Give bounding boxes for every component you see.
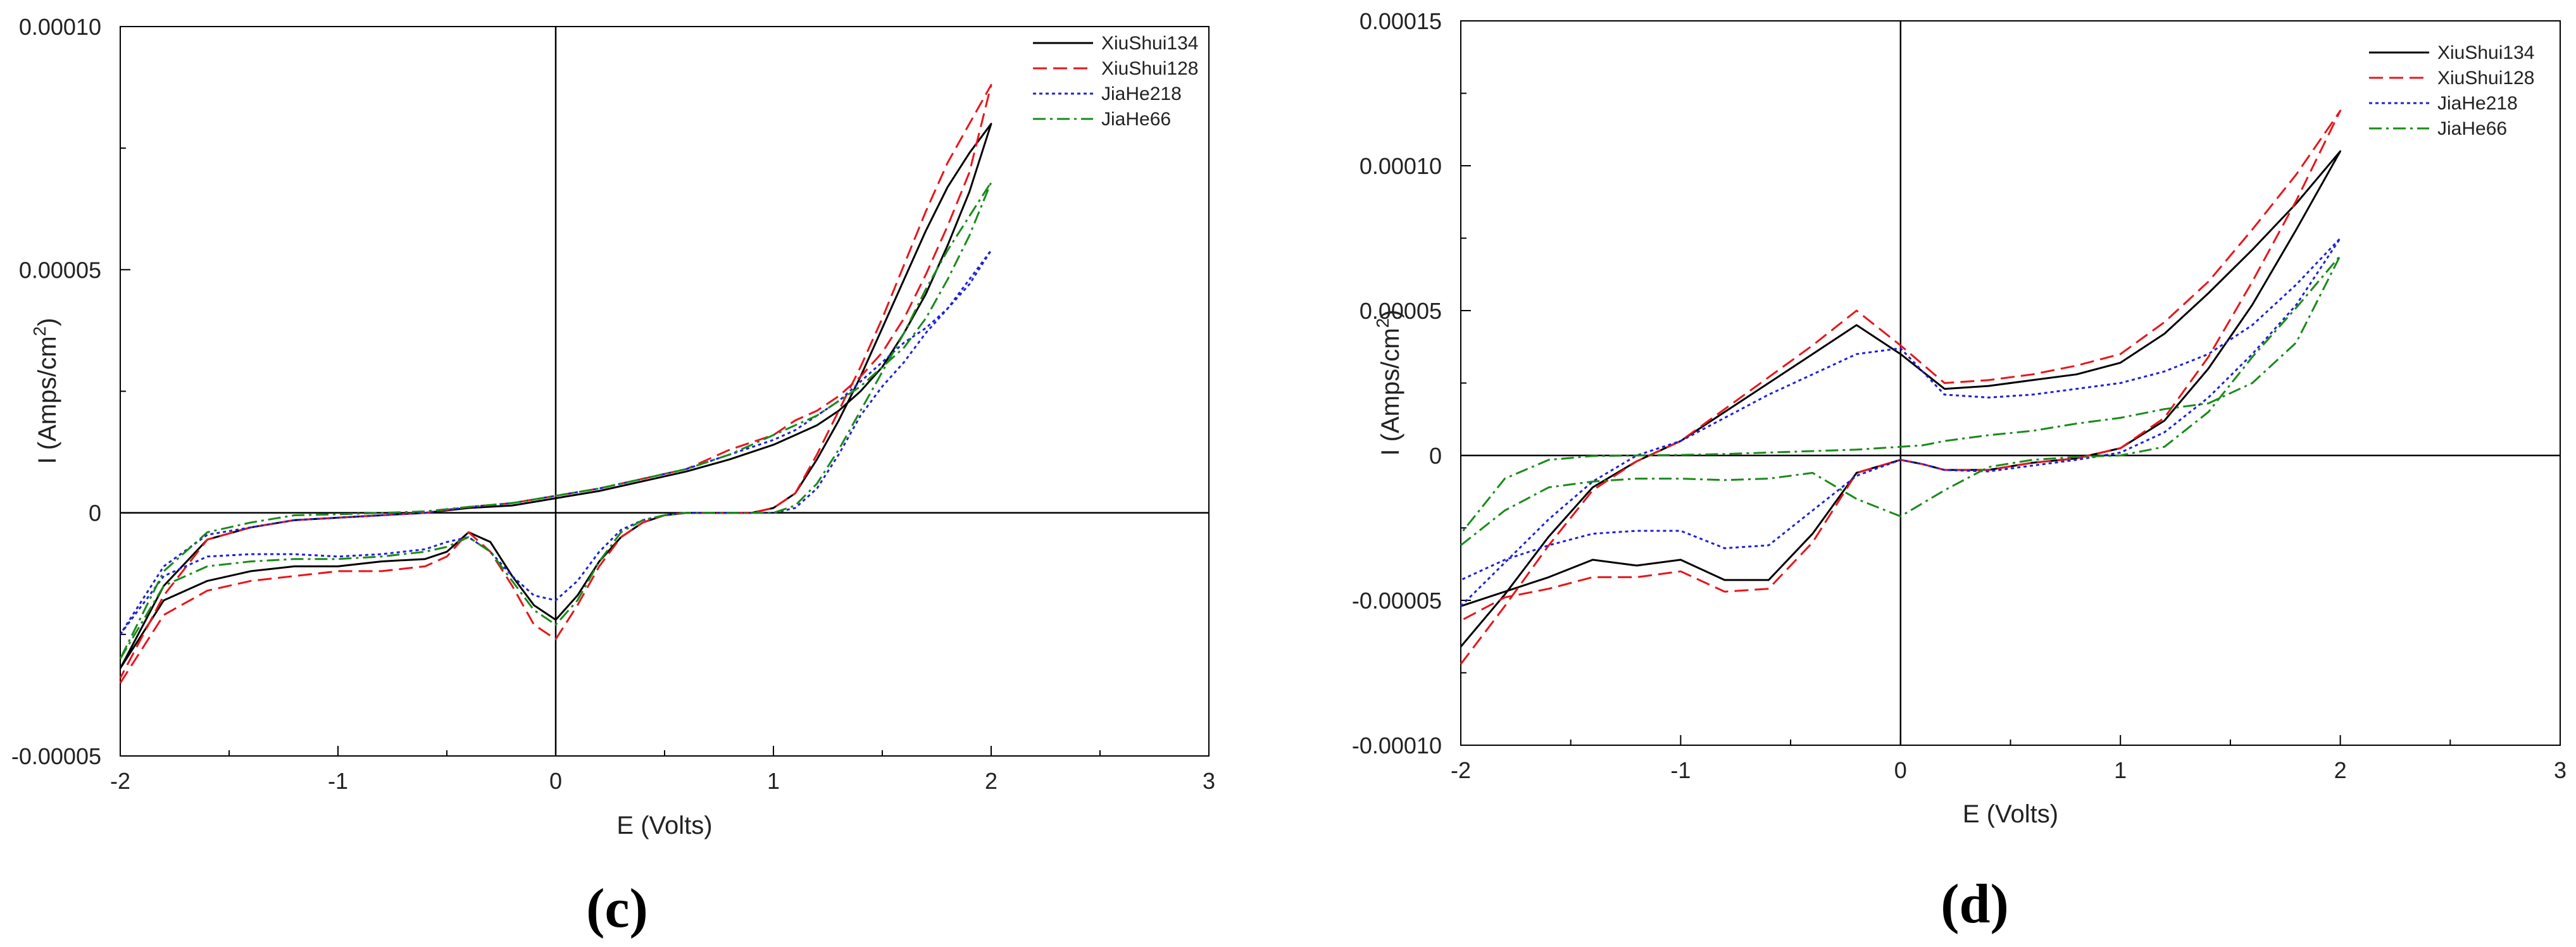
y-tick-label: -0.00005 (1352, 588, 1442, 614)
series-line-xiushui134 (119, 123, 992, 669)
y-tick-label: 0.00015 (1360, 8, 1442, 34)
series-line-xiushui128 (1460, 109, 2342, 665)
y-axis-label-superscript: 2 (30, 326, 49, 337)
x-tick-label: 2 (2334, 757, 2347, 783)
legend-label-jiahe218: JiaHe218 (2437, 93, 2518, 114)
x-tick-label: 3 (2554, 757, 2567, 783)
chart-panel-c: -2 -1 0 1 2 3 -0.00005 0 0.00005 0.00010 E (Volts)… (11, 14, 1215, 939)
legend-label-xiushui128: XiuShui128 (2437, 68, 2534, 89)
legend-label-xiushui134: XiuShui134 (2437, 42, 2534, 63)
plot-frame (120, 26, 1210, 757)
x-tick-label: 0 (549, 768, 562, 794)
y-axis-label: I (Amps/cm2) (1373, 309, 1404, 455)
y-axis-label-main: I (Amps/cm (34, 336, 61, 464)
y-tick-label: 0 (89, 500, 101, 526)
x-tick-label: -2 (1451, 757, 1471, 783)
series-line-xiushui134 (1460, 150, 2342, 648)
series-line-jiahe66 (119, 181, 992, 660)
y-axis-label-superscript: 2 (1373, 318, 1392, 328)
legend-label-xiushui128: XiuShui128 (1101, 58, 1198, 79)
panel-label: (d) (1941, 874, 2009, 935)
y-tick-label: 0.00005 (1360, 298, 1442, 324)
x-tick-label: 1 (767, 768, 780, 794)
y-tick-label: 0.00005 (19, 257, 101, 283)
x-tick-label: 3 (1203, 768, 1215, 794)
x-tick-label: -2 (110, 768, 130, 794)
legend-label-jiahe66: JiaHe66 (1101, 109, 1171, 130)
series-line-jiahe218 (1460, 237, 2342, 607)
y-tick-label: 0 (1429, 443, 1442, 469)
x-tick-label: -1 (1670, 757, 1691, 783)
panel-label: (c) (586, 878, 648, 939)
legend-label-jiahe66: JiaHe66 (2437, 118, 2507, 139)
chart-panel-d: -2 -1 0 1 2 3 -0.00010 -0.00005 0 0.00005 0.00010 0… (1352, 8, 2567, 935)
x-tick-label: 2 (985, 768, 997, 794)
legend-label-jiahe218: JiaHe218 (1101, 84, 1182, 104)
y-axis-label-close: ) (1377, 309, 1404, 318)
x-axis-label: E (Volts) (616, 812, 712, 839)
x-tick-label: 1 (2114, 757, 2127, 783)
series-line-jiahe66 (1460, 254, 2342, 547)
legend-label-xiushui134: XiuShui134 (1101, 33, 1198, 54)
y-tick-label: -0.00010 (1352, 733, 1442, 758)
y-tick-label: 0.00010 (1360, 153, 1442, 179)
y-axis-label-close: ) (34, 318, 61, 326)
y-tick-label: -0.00005 (11, 743, 101, 769)
y-axis-label-main: I (Amps/cm (1377, 328, 1404, 455)
x-axis-label: E (Volts) (1963, 800, 2058, 828)
y-axis-label: I (Amps/cm2) (30, 318, 61, 464)
x-tick-label: 0 (1894, 757, 1907, 783)
x-tick-label: -1 (328, 768, 348, 794)
y-tick-label: 0.00010 (19, 14, 101, 40)
